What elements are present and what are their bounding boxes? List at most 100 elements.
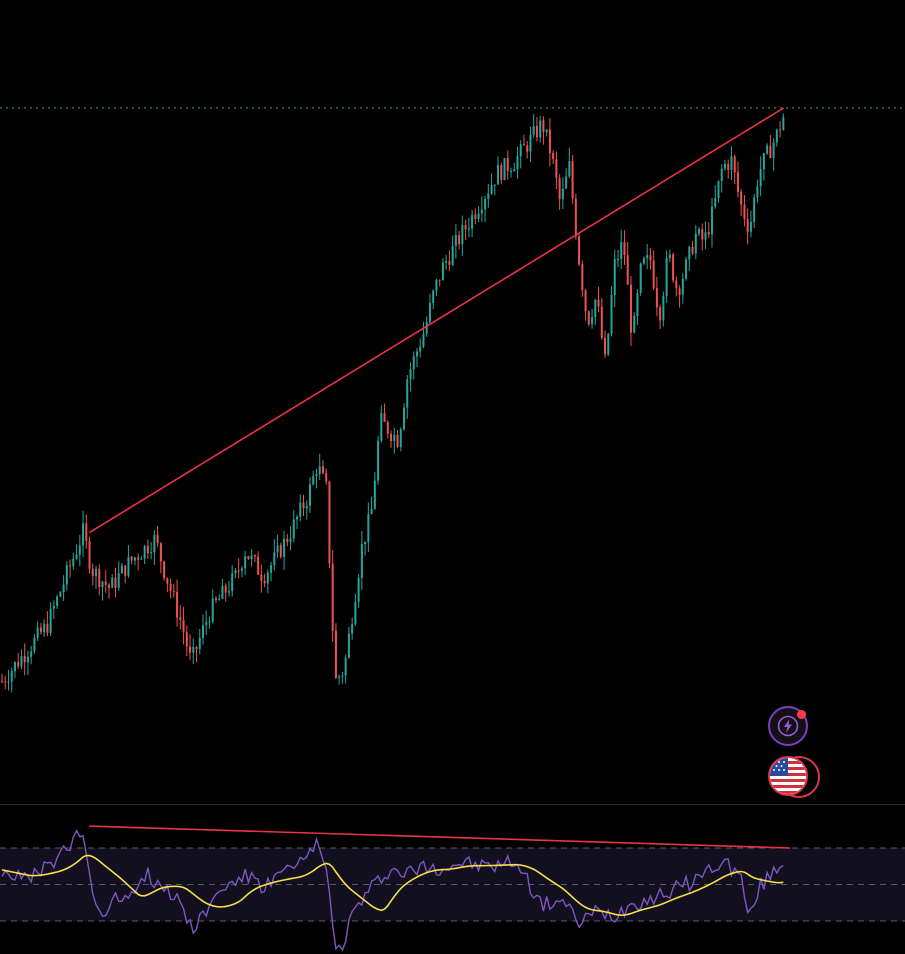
candle	[775, 128, 778, 147]
candle-body	[587, 311, 590, 325]
candle-body	[535, 126, 538, 138]
candle-body	[740, 191, 743, 205]
candle-body	[707, 232, 710, 235]
candle	[302, 495, 305, 517]
price-trendline	[88, 107, 785, 534]
candle-body	[1, 681, 3, 683]
candle	[72, 552, 75, 570]
candle	[163, 560, 166, 581]
candle-body	[727, 163, 730, 170]
candle-body	[717, 180, 720, 199]
candle	[75, 544, 78, 561]
candle-body	[746, 219, 749, 232]
candle-body	[195, 647, 198, 650]
candle	[98, 564, 101, 596]
candle-body	[571, 161, 574, 199]
candle	[652, 250, 655, 291]
alert-button[interactable]	[768, 706, 808, 746]
candle	[675, 276, 678, 297]
candle	[545, 129, 548, 137]
candle-body	[101, 581, 104, 588]
candles-group	[1, 113, 785, 693]
candle	[597, 286, 600, 313]
currency-flag-button[interactable]	[768, 756, 808, 796]
candle-body	[354, 601, 357, 625]
candle	[552, 150, 555, 164]
candle	[172, 583, 175, 598]
candle-body	[85, 523, 88, 542]
candle-body	[600, 306, 603, 338]
candle-body	[668, 254, 671, 259]
candle-body	[506, 158, 509, 172]
candle-body	[380, 413, 383, 441]
candle-body	[133, 557, 136, 561]
candle	[279, 542, 282, 559]
candle-body	[279, 545, 282, 557]
price-trendline-group[interactable]	[88, 107, 785, 534]
candle	[587, 310, 590, 327]
candle-body	[561, 188, 564, 199]
candle-body	[633, 315, 636, 333]
candle	[234, 568, 237, 579]
candle-body	[169, 583, 172, 592]
candle	[325, 468, 328, 485]
candle	[26, 650, 29, 676]
candle-body	[487, 193, 490, 200]
rsi-band	[0, 847, 905, 922]
candle-body	[377, 440, 380, 481]
candle	[143, 544, 146, 565]
candle-body	[30, 651, 33, 657]
candle	[409, 362, 412, 392]
candle	[610, 286, 613, 337]
candle	[347, 626, 350, 659]
candle	[558, 174, 561, 210]
candle	[1, 673, 3, 684]
candle-body	[315, 473, 318, 476]
candle	[720, 164, 723, 193]
candle-body	[565, 176, 568, 189]
candle	[260, 564, 263, 593]
candle-body	[59, 592, 62, 597]
candle-body	[629, 284, 632, 333]
candle	[156, 526, 159, 547]
candle	[565, 168, 568, 190]
candle	[153, 530, 156, 565]
candle	[435, 278, 438, 297]
candle	[490, 173, 493, 195]
candle	[668, 249, 671, 263]
candle	[448, 250, 451, 271]
candle	[532, 113, 535, 138]
candle	[639, 262, 642, 296]
price-panel[interactable]	[0, 0, 905, 800]
candle-body	[458, 235, 461, 245]
candle	[328, 480, 331, 569]
candle	[769, 134, 772, 159]
notification-badge	[797, 710, 806, 719]
candle	[351, 617, 354, 640]
candle	[688, 245, 691, 271]
candle-body	[775, 129, 778, 143]
candle	[406, 375, 409, 419]
candle	[107, 583, 110, 599]
candle	[185, 625, 188, 657]
rsi-panel[interactable]	[0, 804, 905, 954]
candle	[308, 477, 311, 514]
rsi-trendline-group[interactable]	[89, 825, 791, 849]
candle	[334, 623, 337, 679]
candle-body	[655, 287, 658, 308]
candle	[516, 146, 519, 179]
candle	[380, 405, 383, 443]
candle-body	[399, 429, 402, 448]
candle	[244, 550, 247, 576]
candle-body	[694, 233, 697, 254]
candle-body	[150, 552, 153, 554]
candle	[461, 215, 464, 256]
candle-body	[386, 421, 389, 434]
candle	[756, 179, 759, 203]
candle-body	[581, 264, 584, 291]
candle-body	[156, 534, 159, 544]
candle	[467, 217, 470, 238]
candle-body	[610, 295, 613, 334]
candle	[704, 221, 707, 249]
